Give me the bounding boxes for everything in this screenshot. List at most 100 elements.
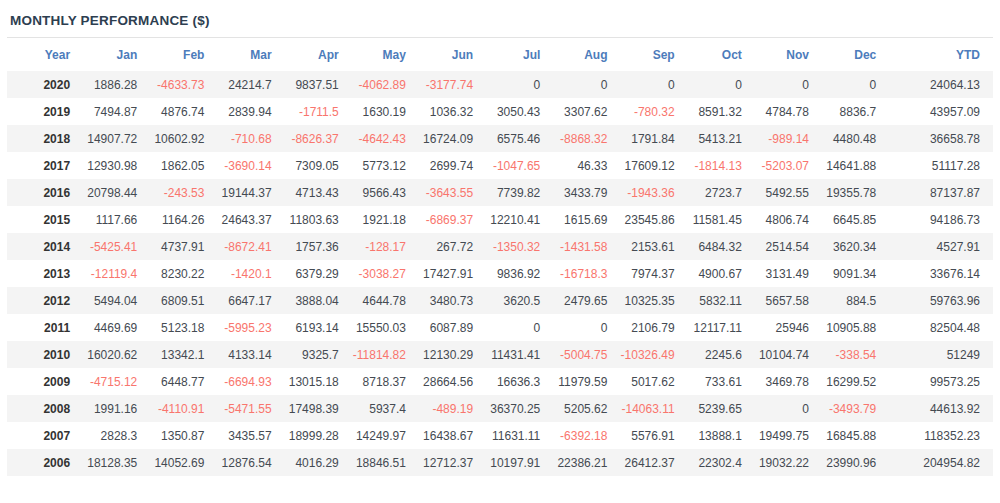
value-cell: 3433.79 [553,179,620,206]
value-cell: 18128.35 [83,449,150,476]
value-cell: -5471.55 [217,395,284,422]
value-cell: 6484.32 [688,233,755,260]
value-cell: 9325.7 [285,341,352,368]
value-cell: 7309.05 [285,152,352,179]
value-cell: 2828.3 [83,422,150,449]
value-cell: -1350.32 [486,233,553,260]
value-cell: 16636.3 [486,368,553,395]
value-cell: 118352.23 [889,422,993,449]
column-header-oct: Oct [688,38,755,71]
value-cell: -6869.37 [419,206,486,233]
value-cell: 9836.92 [486,260,553,287]
value-cell: 36658.78 [889,125,993,152]
value-cell: 14052.69 [150,449,217,476]
column-header-apr: Apr [285,38,352,71]
value-cell: 3620.34 [822,233,889,260]
value-cell: 8836.7 [822,98,889,125]
year-cell: 2009 [7,368,83,395]
value-cell: 5937.4 [352,395,419,422]
value-cell: 4644.78 [352,287,419,314]
table-row: 20081991.16-4110.91-5471.5517498.395937.… [7,395,993,422]
column-header-aug: Aug [553,38,620,71]
table-row: 20197494.874876.742839.94-1711.51630.191… [7,98,993,125]
value-cell: 6645.85 [822,206,889,233]
value-cell: 4469.69 [83,314,150,341]
value-cell: 11979.59 [553,368,620,395]
value-cell: 6575.46 [486,125,553,152]
value-cell: 17609.12 [620,152,687,179]
value-cell: 23545.86 [620,206,687,233]
value-cell: 23990.96 [822,449,889,476]
value-cell: 12210.41 [486,206,553,233]
value-cell: 6809.51 [150,287,217,314]
value-cell: -338.54 [822,341,889,368]
table-row: 200618128.3514052.6912876.544016.2918846… [7,449,993,476]
value-cell: 9837.51 [285,71,352,98]
value-cell: 13015.18 [285,368,352,395]
value-cell: 10197.91 [486,449,553,476]
value-cell: 22386.21 [553,449,620,476]
value-cell: 5576.91 [620,422,687,449]
table-row: 20114469.695123.18-5995.236193.1415550.0… [7,314,993,341]
column-header-year: Year [7,38,83,71]
value-cell: 2839.94 [217,98,284,125]
table-header: YearJanFebMarAprMayJunJulAugSepOctNovDec… [7,38,993,71]
year-cell: 2020 [7,71,83,98]
value-cell: 12876.54 [217,449,284,476]
value-cell: 5205.62 [553,395,620,422]
value-cell: -3177.74 [419,71,486,98]
value-cell: 11431.41 [486,341,553,368]
table-row: 201712930.981862.05-3690.147309.055773.1… [7,152,993,179]
value-cell: 5123.18 [150,314,217,341]
value-cell: 22302.4 [688,449,755,476]
value-cell: 10104.74 [755,341,822,368]
value-cell: 2479.65 [553,287,620,314]
value-cell: 1164.26 [150,206,217,233]
value-cell: 3480.73 [419,287,486,314]
value-cell: 9566.43 [352,179,419,206]
value-cell: 6193.14 [285,314,352,341]
value-cell: 1630.19 [352,98,419,125]
column-header-jun: Jun [419,38,486,71]
value-cell: -4642.43 [352,125,419,152]
value-cell: 5239.65 [688,395,755,422]
value-cell: 11631.11 [486,422,553,449]
value-cell: 4784.78 [755,98,822,125]
value-cell: 4480.48 [822,125,889,152]
value-cell: 267.72 [419,233,486,260]
value-cell: 15550.03 [352,314,419,341]
value-cell: 17427.91 [419,260,486,287]
value-cell: 2245.6 [688,341,755,368]
value-cell: 14641.88 [822,152,889,179]
value-cell: -3690.14 [217,152,284,179]
year-cell: 2006 [7,449,83,476]
value-cell: 14907.72 [83,125,150,152]
value-cell: 28664.56 [419,368,486,395]
value-cell: 8718.37 [352,368,419,395]
value-cell: -8672.41 [217,233,284,260]
value-cell: 16724.09 [419,125,486,152]
value-cell: -128.17 [352,233,419,260]
year-cell: 2016 [7,179,83,206]
value-cell: 11581.45 [688,206,755,233]
value-cell: 12117.11 [688,314,755,341]
value-cell: 5494.04 [83,287,150,314]
value-cell: -3643.55 [419,179,486,206]
value-cell: 20798.44 [83,179,150,206]
value-cell: 1921.18 [352,206,419,233]
year-cell: 2011 [7,314,83,341]
value-cell: 0 [486,71,553,98]
value-cell: -6694.93 [217,368,284,395]
value-cell: 1886.28 [83,71,150,98]
value-cell: 3050.43 [486,98,553,125]
table-row: 20151117.661164.2624643.3711803.631921.1… [7,206,993,233]
value-cell: 12130.29 [419,341,486,368]
value-cell: -8868.32 [553,125,620,152]
value-cell: 6448.77 [150,368,217,395]
value-cell: 18846.51 [352,449,419,476]
value-cell: 5413.21 [688,125,755,152]
value-cell: 14249.97 [352,422,419,449]
table-row: 2009-4715.126448.77-6694.9313015.188718.… [7,368,993,395]
value-cell: 19499.75 [755,422,822,449]
value-cell: 24064.13 [889,71,993,98]
